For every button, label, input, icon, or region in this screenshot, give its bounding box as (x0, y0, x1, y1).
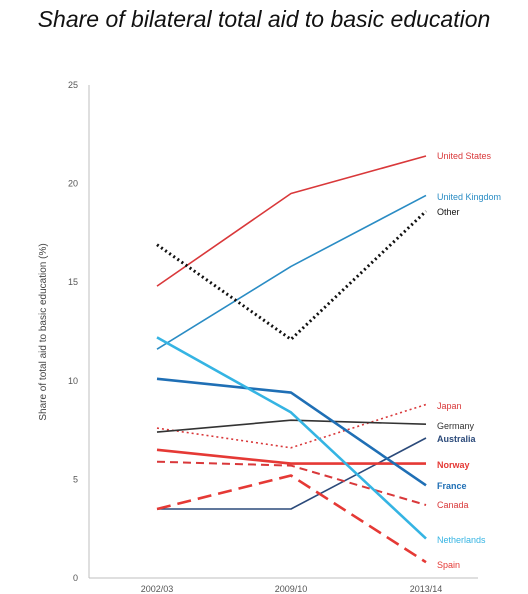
series-label: Spain (437, 560, 460, 570)
series-line (156, 474, 427, 564)
series-line (156, 210, 428, 341)
y-tick-label: 15 (68, 277, 78, 287)
series-label: Germany (437, 421, 475, 431)
series-label: United Kingdom (437, 192, 501, 202)
y-tick-label: 10 (68, 376, 78, 386)
series-label: Canada (437, 500, 469, 510)
x-tick-label: 2013/14 (410, 584, 443, 594)
series-line (156, 460, 427, 506)
series-label: Norway (437, 460, 470, 470)
series-label: United States (437, 151, 492, 161)
x-tick-labels: 2002/03 2009/10 2013/14 (141, 584, 443, 594)
y-axis-label: Share of total aid to basic education (%… (38, 243, 49, 420)
y-tick-label: 25 (68, 80, 78, 90)
x-tick-label: 2002/03 (141, 584, 174, 594)
series-line (156, 155, 427, 287)
series-line (156, 336, 427, 540)
series-label: Japan (437, 401, 462, 411)
series-label: France (437, 481, 467, 491)
series-labels: United States United Kingdom Other Japan Ger… (437, 151, 501, 570)
series-label: Australia (437, 434, 477, 444)
x-tick-label: 2009/10 (275, 584, 308, 594)
series-line (156, 403, 427, 449)
series-label: Netherlands (437, 535, 486, 545)
series-line (156, 419, 427, 433)
chart-title: Share of bilateral total aid to basic ed… (37, 6, 491, 32)
y-tick-label: 20 (68, 179, 78, 189)
series-line (157, 437, 427, 510)
y-tick-label: 5 (73, 474, 78, 484)
y-tick-labels: 0 5 10 15 20 25 (68, 80, 78, 583)
series-line (156, 377, 427, 487)
series-line (156, 448, 426, 465)
series-label: Other (437, 207, 460, 217)
series-lines (156, 155, 428, 564)
series-line (156, 194, 427, 350)
y-tick-label: 0 (73, 573, 78, 583)
